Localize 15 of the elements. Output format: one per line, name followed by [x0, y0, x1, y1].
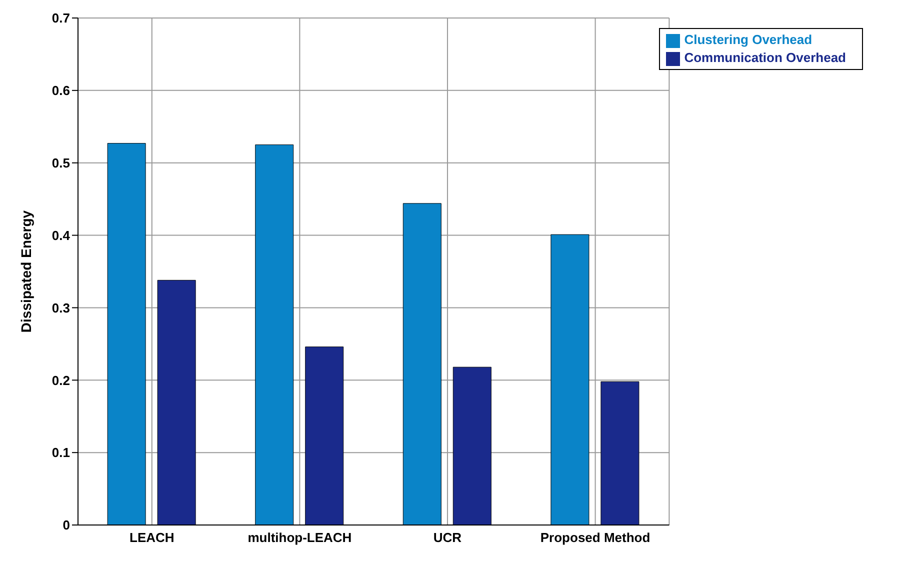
x-tick-label: LEACH — [130, 530, 174, 546]
x-tick-label: UCR — [433, 530, 462, 546]
y-tick-label: 0.6 — [52, 83, 70, 98]
y-tick-label: 0.7 — [52, 10, 70, 26]
x-tick-label: multihop-LEACH — [248, 530, 352, 546]
y-tick-label: 0.3 — [52, 300, 70, 316]
y-tick-label: 0.5 — [52, 155, 70, 170]
y-tick-label: 0.4 — [52, 228, 71, 243]
y-tick-label: 0 — [62, 518, 70, 533]
x-tick-label: Proposed Method — [540, 530, 650, 546]
y-axis-title: Dissipated Energy — [18, 210, 34, 333]
legend-label: Clustering Overhead — [684, 32, 812, 47]
y-tick-label: 0.2 — [52, 372, 70, 388]
legend-label: Communication Overhead — [684, 50, 846, 65]
y-tick-label: 0.1 — [52, 445, 70, 460]
